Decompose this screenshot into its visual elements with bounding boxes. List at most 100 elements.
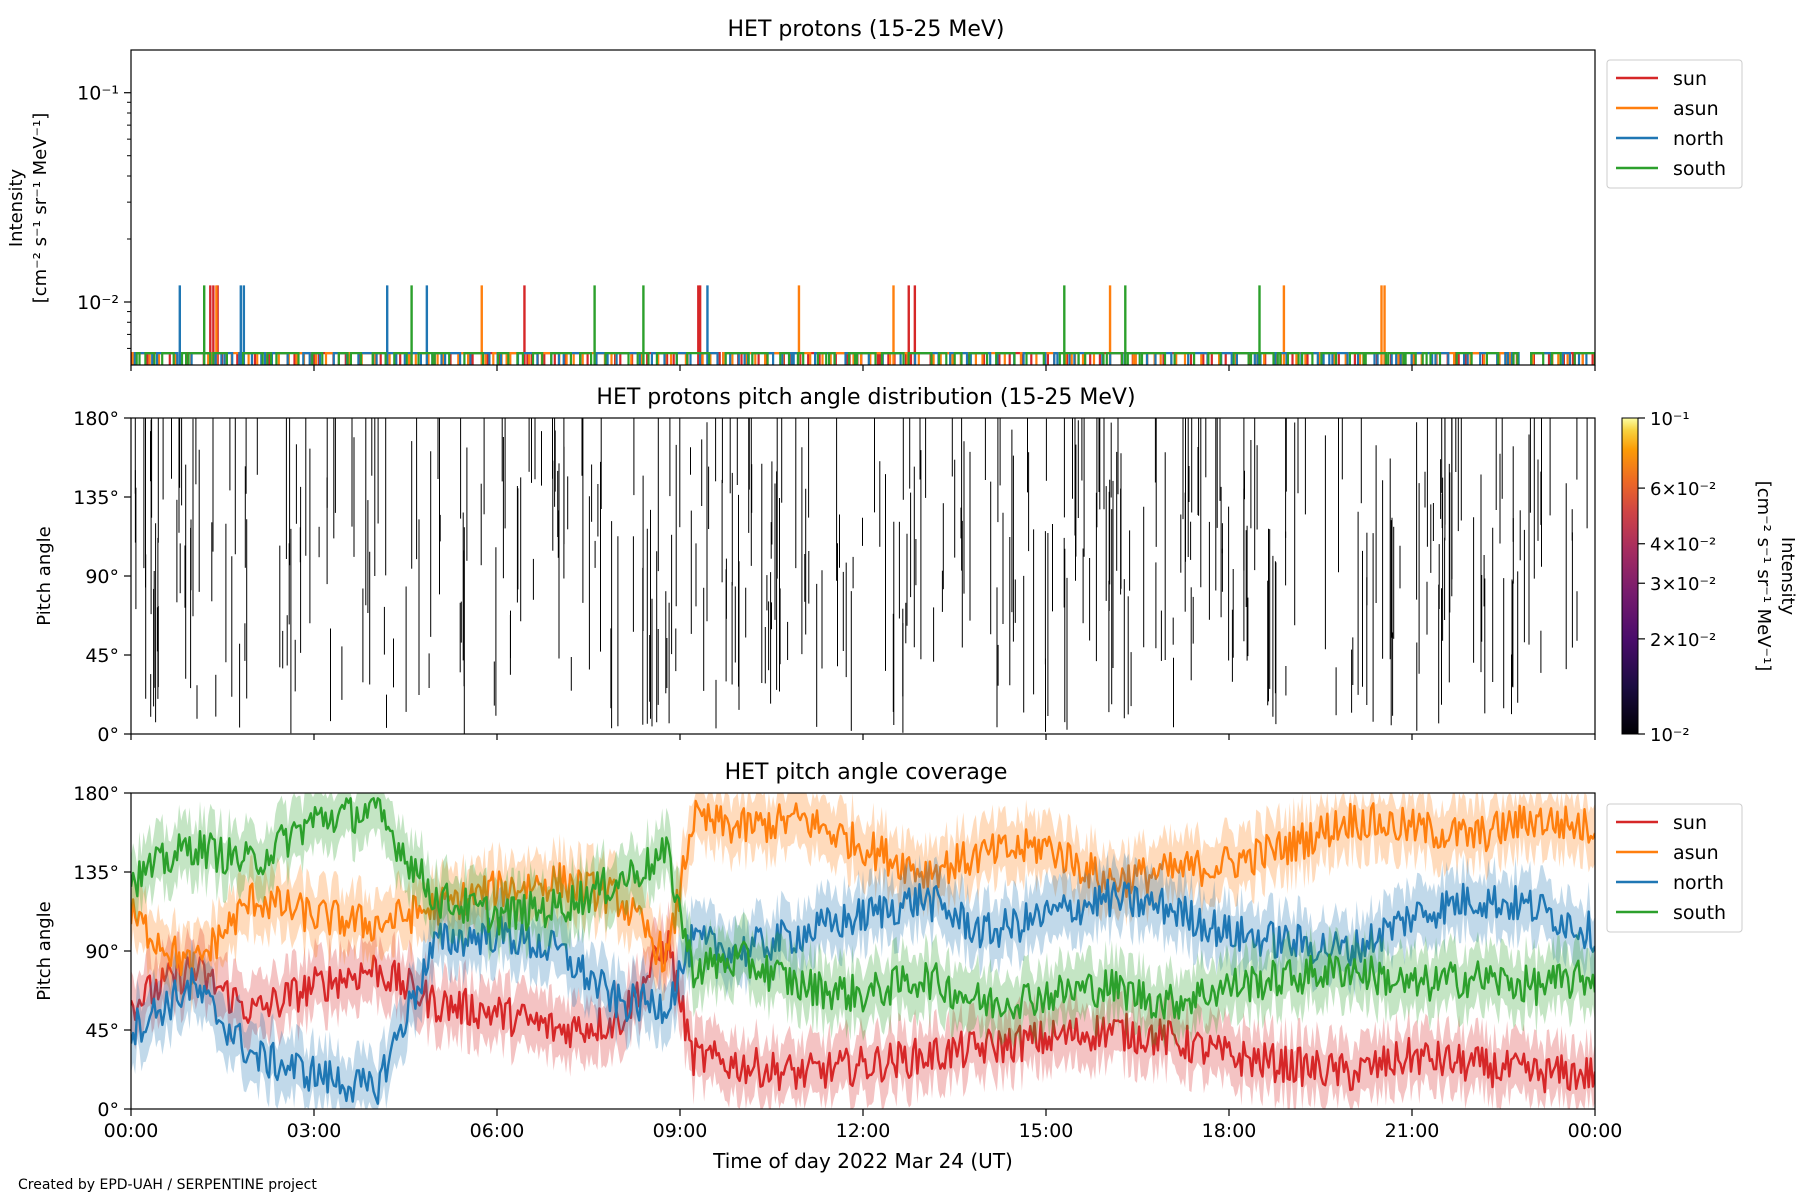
- pad-panel: HET protons pitch angle distribution (15…: [34, 385, 1798, 746]
- pad-title: HET protons pitch angle distribution (15…: [596, 385, 1135, 410]
- intensity-baseline-segment: [1455, 352, 1473, 365]
- coverage-band-asun: [131, 793, 1595, 1014]
- intensity-baseline-segment: [595, 352, 609, 365]
- intensity-baseline-segment: [337, 352, 349, 365]
- intensity-baseline-segment: [855, 352, 877, 365]
- pad-ytick-label: 0°: [97, 724, 119, 746]
- footer-credit: Created by EPD-UAH / SERPENTINE project: [18, 1177, 317, 1193]
- pad-ytick-label: 180°: [73, 408, 119, 430]
- intensity-baseline-segment: [1504, 352, 1510, 365]
- coverage-line-sun: [131, 930, 1595, 1094]
- pad-plot-background: [131, 418, 1595, 734]
- pad-y-ticks: 0° 45° 90° 135° 180°: [73, 408, 131, 746]
- intensity-baseline-segment: [751, 352, 769, 365]
- colorbar-label-line2: [cm⁻² s⁻¹ sr⁻¹ MeV⁻¹]: [1753, 481, 1774, 672]
- intensity-baseline-segment: [579, 352, 593, 365]
- intensity-baseline-segment: [880, 352, 905, 365]
- intensity-legend: sun asun north south: [1606, 59, 1743, 189]
- coverage-xtick-label: 12:00: [836, 1120, 891, 1142]
- pad-ytick-label: 45°: [85, 645, 119, 667]
- pad-ytick-label: 135°: [73, 487, 119, 509]
- intensity-baseline-segment: [816, 352, 828, 365]
- colorbar-tick-label: 10⁻¹: [1650, 409, 1690, 430]
- intensity-baseline-segment: [1550, 352, 1562, 365]
- intensity-baseline-segment: [1276, 352, 1282, 365]
- intensity-baseline-segment: [393, 352, 408, 365]
- pad-ylabel: Pitch angle: [34, 526, 55, 625]
- colorbar-tick-label: 3×10⁻²: [1650, 574, 1716, 595]
- coverage-series-asun: [131, 793, 1595, 1014]
- intensity-baseline-segment: [1573, 352, 1595, 365]
- intensity-baseline-segment: [1058, 352, 1080, 365]
- intensity-baseline-segment: [1561, 352, 1571, 365]
- intensity-baseline-segment: [349, 352, 363, 365]
- intensity-panel: HET protons (15-25 MeV) 10⁻¹ 10⁻² Intensi…: [6, 17, 1743, 371]
- coverage-xlabel: Time of day 2022 Mar 24 (UT): [712, 1149, 1013, 1173]
- coverage-ytick-label: 180°: [73, 783, 119, 805]
- coverage-ytick-label: 135°: [73, 862, 119, 884]
- colorbar-ticks: 10⁻¹ 6×10⁻² 4×10⁻² 3×10⁻² 2×10⁻² 10⁻²: [1638, 409, 1716, 746]
- legend-label-north: north: [1673, 128, 1724, 150]
- coverage-series-group: [131, 793, 1595, 1109]
- coverage-line-south: [131, 797, 1595, 1020]
- intensity-baseline-segment: [463, 352, 485, 365]
- coverage-ytick-label: 0°: [97, 1099, 119, 1121]
- legend-label-south: south: [1673, 158, 1726, 180]
- intensity-baseline-segment: [1404, 352, 1417, 365]
- intensity-baseline-segment: [1025, 352, 1045, 365]
- intensity-baseline-segment: [1387, 352, 1405, 365]
- colorbar-tick-label: 10⁻²: [1650, 725, 1690, 746]
- coverage-legend: sun asun north south: [1606, 803, 1743, 933]
- intensity-baseline-segment: [1053, 352, 1059, 365]
- intensity-baseline-segment: [403, 352, 422, 365]
- intensity-ytick-label: 10⁻¹: [77, 83, 119, 105]
- intensity-baseline-segment: [417, 352, 434, 365]
- coverage-x-ticks: 00:00 03:00 06:00 09:00 12:00 15:00 18:00 21:00…: [104, 1109, 1622, 1142]
- intensity-ytick-label: 10⁻²: [77, 292, 119, 314]
- intensity-baseline-segment: [1105, 352, 1124, 365]
- intensity-baseline-segment: [1485, 352, 1500, 365]
- intensity-series-south: [135, 285, 1595, 365]
- intensity-baseline-segment: [779, 352, 791, 365]
- intensity-baseline-segment: [938, 352, 948, 365]
- intensity-legend-box: [1606, 59, 1743, 189]
- intensity-baseline-segment: [1207, 352, 1222, 365]
- intensity-baseline-segment: [968, 352, 989, 365]
- intensity-baseline-segment: [745, 352, 757, 365]
- intensity-baseline-segment: [457, 352, 470, 365]
- intensity-baseline-segment: [828, 352, 836, 365]
- intensity-baseline-segment: [655, 352, 678, 365]
- coverage-ylabel: Pitch angle: [34, 901, 55, 1000]
- intensity-baseline-segment: [981, 352, 1006, 365]
- coverage-xtick-label: 21:00: [1385, 1120, 1440, 1142]
- pad-ytick-label: 90°: [85, 566, 119, 588]
- intensity-title: HET protons (15-25 MeV): [728, 17, 1005, 42]
- legend-label-south: south: [1673, 902, 1726, 924]
- coverage-line-asun: [131, 799, 1595, 985]
- intensity-baseline-segment: [796, 352, 805, 365]
- legend-label-asun: asun: [1673, 98, 1719, 120]
- intensity-baseline-segment: [995, 352, 1016, 365]
- intensity-baseline-segment: [133, 352, 154, 365]
- intensity-baseline-segment: [212, 352, 228, 365]
- intensity-baseline-segment: [444, 352, 462, 365]
- intensity-baseline-segment: [953, 352, 963, 365]
- coverage-series-south: [131, 793, 1595, 1049]
- coverage-ytick-label: 45°: [85, 1020, 119, 1042]
- coverage-xtick-label: 15:00: [1019, 1120, 1074, 1142]
- intensity-baseline-segment: [1232, 352, 1250, 365]
- coverage-line-north: [131, 878, 1595, 1105]
- intensity-baseline-segment: [1348, 352, 1365, 365]
- pad-x-ticks: [130, 734, 1596, 740]
- intensity-baseline-segment: [241, 352, 264, 365]
- intensity-ylabel-line1: Intensity: [6, 168, 27, 247]
- intensity-baseline-segment: [275, 352, 300, 365]
- intensity-baseline-segment: [135, 352, 141, 365]
- intensity-series-group: [131, 285, 1595, 365]
- intensity-axes-frame: [130, 49, 1596, 366]
- intensity-baseline-segment: [311, 352, 324, 365]
- intensity-baseline-segment: [1126, 352, 1141, 365]
- intensity-baseline-segment: [1421, 352, 1428, 365]
- intensity-baseline-segment: [1434, 352, 1450, 365]
